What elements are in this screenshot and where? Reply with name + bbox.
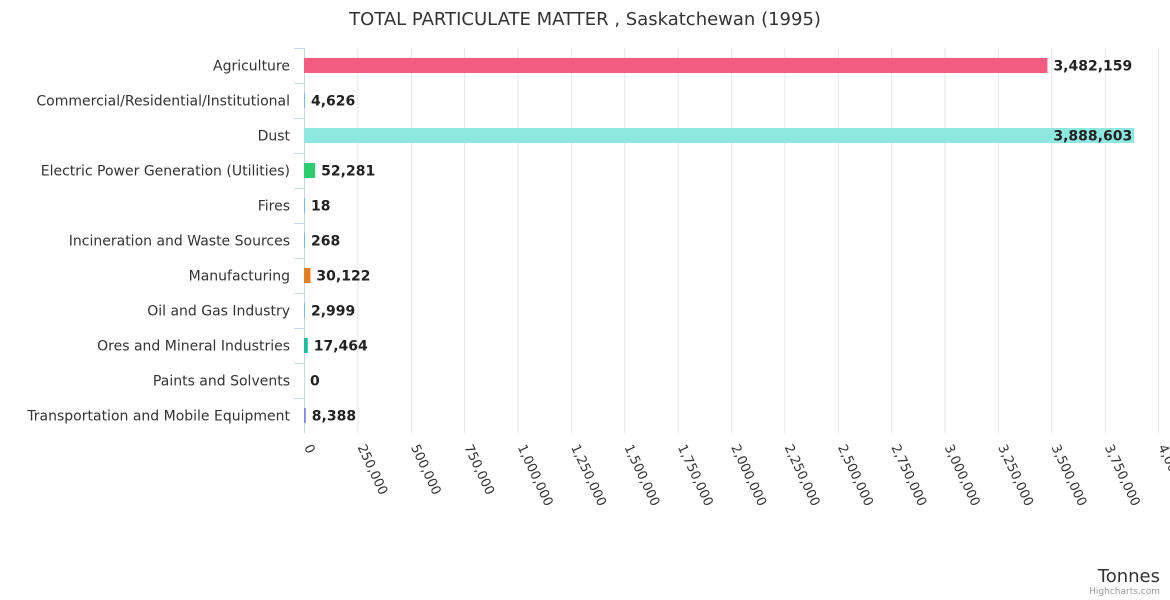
bar[interactable]: [304, 268, 311, 283]
tick-label: 250,000: [354, 442, 390, 497]
category-label: Oil and Gas Industry: [147, 304, 290, 320]
category-label: Incineration and Waste Sources: [69, 234, 290, 250]
category-label: Agriculture: [213, 59, 290, 75]
tick-label: 1,500,000: [621, 442, 663, 508]
category-label: Transportation and Mobile Equipment: [26, 409, 290, 425]
tick-label: 0: [300, 442, 317, 456]
data-label: 3,888,603: [1053, 129, 1132, 145]
bar[interactable]: [304, 163, 316, 178]
bar[interactable]: [304, 408, 306, 423]
value-axis: 0 250,000 500,000 750,000 1,000,000 1,250,000…: [300, 442, 1170, 508]
tick-label: 2,750,000: [887, 442, 929, 508]
tick-label: 750,000: [460, 442, 496, 497]
data-label: 52,281: [321, 164, 375, 180]
category-label: Paints and Solvents: [153, 374, 290, 390]
bar[interactable]: [304, 233, 305, 248]
data-label: 18: [311, 199, 330, 215]
tick-label: 3,250,000: [994, 442, 1036, 508]
data-label: 8,388: [312, 409, 356, 425]
bar[interactable]: [304, 58, 1048, 73]
highcharts-credit[interactable]: Highcharts.com: [1089, 587, 1160, 597]
chart-title: TOTAL PARTICULATE MATTER , Saskatchewan …: [348, 9, 821, 30]
data-label: 2,999: [311, 304, 355, 320]
data-label: 17,464: [314, 339, 368, 355]
tick-label: 1,250,000: [567, 442, 609, 508]
category-label: Ores and Mineral Industries: [97, 339, 290, 355]
category-label: Commercial/Residential/Institutional: [36, 94, 290, 110]
data-label: 3,482,159: [1053, 59, 1132, 75]
bar[interactable]: [304, 128, 1135, 143]
data-label: 30,122: [316, 269, 370, 285]
tick-label: 2,500,000: [834, 442, 876, 508]
tick-label: 3,000,000: [941, 442, 983, 508]
value-axis-title: Tonnes: [1097, 566, 1160, 587]
tick-label: 2,250,000: [781, 442, 823, 508]
tick-label: 2,000,000: [727, 442, 769, 508]
tick-label: 1,750,000: [674, 442, 716, 508]
data-label: 4,626: [311, 94, 355, 110]
data-label: 268: [311, 234, 340, 250]
data-labels: 3,482,159 4,626 3,888,603 52,281 18 268 30,122…: [310, 59, 1132, 425]
bar[interactable]: [304, 303, 305, 318]
bars: [304, 58, 1135, 423]
bar[interactable]: [304, 338, 308, 353]
tick-label: 500,000: [407, 442, 443, 497]
tick-label: 3,750,000: [1101, 442, 1143, 508]
bar[interactable]: [304, 93, 305, 108]
category-label: Electric Power Generation (Utilities): [41, 164, 290, 180]
tick-label: 3,500,000: [1048, 442, 1090, 508]
bar[interactable]: [304, 198, 305, 213]
tick-label: 4,000,000: [1154, 442, 1170, 508]
data-label: 0: [310, 374, 320, 390]
category-label: Manufacturing: [189, 269, 290, 285]
grid-lines: [357, 48, 1159, 433]
category-label: Fires: [258, 199, 290, 215]
category-axis: Agriculture Commercial/Residential/Instit…: [26, 48, 305, 433]
tick-label: 1,000,000: [514, 442, 556, 508]
category-label: Dust: [258, 129, 291, 145]
